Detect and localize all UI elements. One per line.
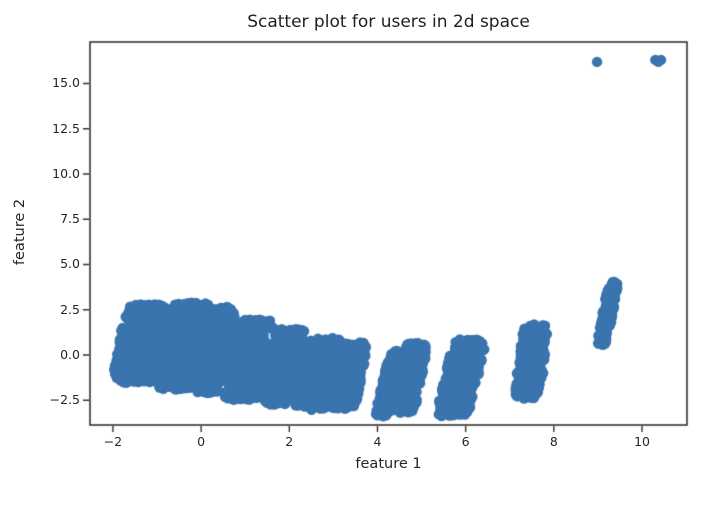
x-tick-label: −2	[103, 434, 123, 449]
y-tick-label: 12.5	[52, 120, 80, 136]
x-tick-label: 6	[461, 434, 470, 449]
x-tick-label: 10	[634, 434, 650, 449]
y-tick-label: 15.0	[52, 75, 80, 91]
y-tick-label: 7.5	[60, 211, 80, 227]
x-axis-label: feature 1	[355, 456, 422, 472]
x-tick-label: 4	[373, 434, 382, 449]
y-tick-label: 10.0	[52, 165, 80, 181]
y-tick-label: 2.5	[60, 301, 80, 317]
y-tick-label: −2.5	[49, 392, 80, 408]
x-tick-label: 2	[285, 434, 294, 449]
y-axis-label: feature 2	[12, 198, 28, 266]
y-tick-label: 0.0	[60, 346, 80, 362]
y-tick-label: 5.0	[60, 256, 80, 272]
chart-title: Scatter plot for users in 2d space	[247, 12, 530, 32]
x-tick-label: 8	[549, 434, 558, 449]
x-tick-label: 0	[197, 434, 206, 449]
